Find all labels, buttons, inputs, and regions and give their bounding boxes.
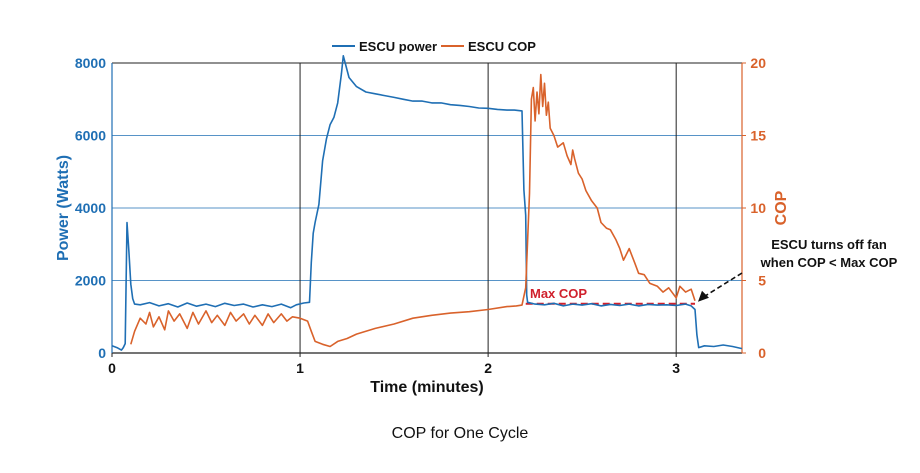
y-right-tick-label: 5 (758, 273, 766, 289)
annotation-arrowhead (697, 290, 709, 302)
y-left-tick-label: 6000 (75, 128, 106, 144)
y-right-tick-labels: 0 5 10 15 20 (742, 55, 766, 361)
annotation-line-2: when COP < Max COP (760, 255, 898, 270)
series-line-escu-cop (130, 73, 696, 348)
y-right-tick-label: 10 (750, 200, 766, 216)
grid-lines (112, 62, 742, 353)
annotation-line-1: ESCU turns off fan (771, 237, 887, 252)
fan-off-annotation: ESCU turns off fan when COP < Max COP (697, 237, 898, 302)
legend: ESCU power ESCU COP (332, 39, 536, 54)
y-axis-right-label: COP (773, 190, 790, 225)
annotation-arrow (703, 272, 743, 298)
y-axis-left-label: Power (Watts) (55, 155, 72, 261)
x-axis-label: Time (minutes) (370, 379, 484, 396)
plot-frame (111, 62, 743, 354)
x-tick-label: 3 (672, 360, 680, 376)
y-left-tick-label: 0 (98, 345, 106, 361)
x-tick-label: 2 (484, 360, 492, 376)
x-tick-label: 0 (108, 360, 116, 376)
y-right-tick-label: 0 (758, 345, 766, 361)
series-lines (111, 54, 743, 351)
legend-label-cop: ESCU COP (468, 39, 536, 54)
x-tick-labels: 0 1 2 3 (108, 353, 680, 376)
y-left-tick-label: 8000 (75, 55, 106, 71)
figure-caption: COP for One Cycle (391, 425, 529, 442)
y-left-tick-label: 2000 (75, 273, 106, 289)
cop-chart: 0 1 2 3 0 2000 4000 6000 8000 0 5 10 15 20 Time (mi… (55, 39, 898, 396)
y-left-tick-labels: 0 2000 4000 6000 8000 (75, 55, 106, 361)
legend-label-power: ESCU power (359, 39, 437, 54)
y-left-tick-label: 4000 (75, 200, 106, 216)
x-tick-label: 1 (296, 360, 304, 376)
y-right-tick-label: 20 (750, 55, 766, 71)
y-right-tick-label: 15 (750, 128, 766, 144)
series-line-escu-power (111, 54, 743, 351)
max-cop-label: Max COP (530, 286, 587, 301)
